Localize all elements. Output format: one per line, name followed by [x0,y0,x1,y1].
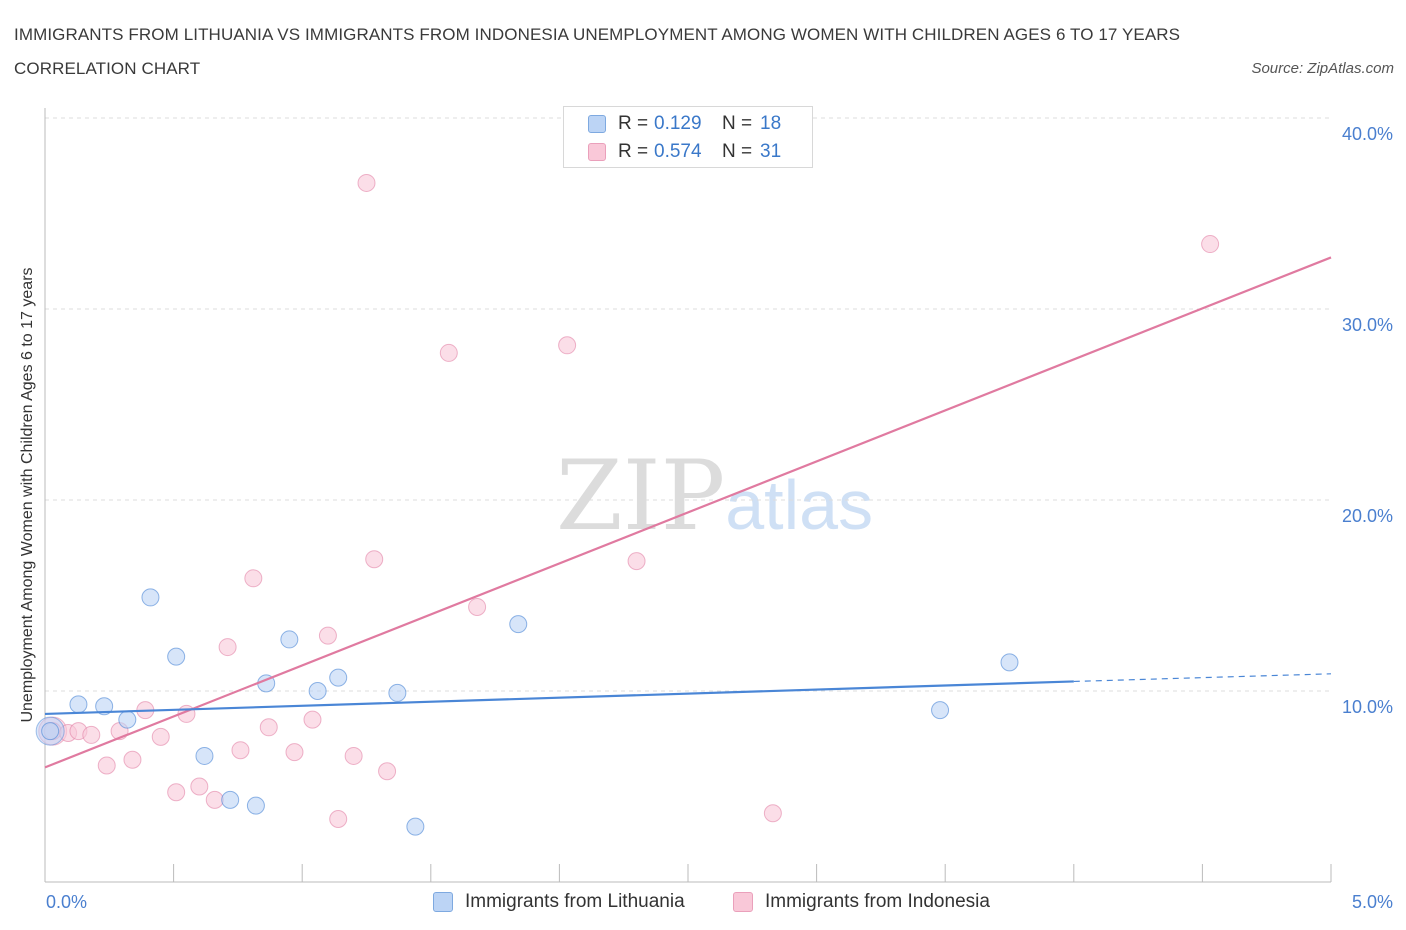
chart-title: IMMIGRANTS FROM LITHUANIA VS IMMIGRANTS … [14,25,1181,78]
indonesia-point [82,725,101,744]
lithuania-point [931,701,950,720]
lithuania-point [141,588,160,607]
indonesia-point [763,804,782,823]
n-label: N = [722,113,753,134]
indonesia-point [303,710,322,729]
indonesia-point [97,756,116,775]
lithuania-trend-line [44,680,1074,716]
lithuania-point [69,695,88,714]
legend-item-lithuania: Immigrants from Lithuania [433,889,685,915]
legend-item-indonesia: Immigrants from Indonesia [733,889,990,915]
indonesia-point [378,762,397,781]
indonesia-point [344,746,363,765]
tick-labels: 10.0% 20.0% 30.0% 40.0% 0.0% 5.0% [46,124,1393,912]
r-label: R = [618,113,649,134]
grid-lines [45,117,1331,692]
n-value: 31 [760,141,782,162]
watermark-zip: ZIP [556,440,726,552]
lithuania-point [308,682,327,700]
r-label: R = [618,141,649,162]
indonesia-point [244,569,263,588]
lithuania-point [246,796,265,815]
indonesia-points [38,173,1220,828]
lithuania-point [41,722,60,741]
indonesia-point [190,777,209,796]
indonesia-point [357,173,376,192]
indonesia-point [1201,235,1220,254]
y-tick-label: 30.0% [1342,315,1393,335]
indonesia-point [123,750,142,769]
lithuania-point [118,710,137,729]
n-value: 18 [760,113,782,134]
x-tick-label: 5.0% [1352,892,1393,912]
legend-label-lithuania: Immigrants from Lithuania [465,891,685,912]
n-label: N = [722,141,753,162]
lithuania-point [195,746,214,765]
watermark: ZIPatlas [556,436,873,565]
indonesia-point [318,626,337,645]
r-value: 0.129 [654,113,702,134]
lithuania-point [280,630,299,649]
indonesia-point [439,343,458,362]
correlation-legend: R = 0.129 N = 18 R = 0.574 N = 31 [563,106,813,168]
indonesia-point [218,638,237,657]
axes [44,108,1332,883]
indonesia-point [558,336,577,355]
lithuania-points [35,588,1019,836]
indonesia-point [167,783,186,802]
lithuania-trend-extension [1073,673,1332,683]
indonesia-swatch [588,143,606,161]
lithuania-point [406,817,425,836]
indonesia-point [365,550,384,569]
source-label: Source: ZipAtlas.com [1251,60,1394,77]
lithuania-swatch [588,115,606,133]
indonesia-point [285,743,304,762]
trend-lines [44,256,1332,769]
indonesia-point [151,727,170,746]
legend-label-indonesia: Immigrants from Indonesia [765,891,990,912]
legend-row-indonesia: R = 0.574 N = 31 [588,140,781,164]
lithuania-point [509,615,528,634]
lithuania-point [167,647,186,666]
lithuania-point [95,697,114,716]
watermark-atlas: atlas [725,466,874,544]
x-tick-label: 0.0% [46,892,87,912]
legend-row-lithuania: R = 0.129 N = 18 [588,112,781,136]
indonesia-point [259,718,278,737]
y-tick-label: 10.0% [1342,697,1393,717]
y-tick-label: 40.0% [1342,124,1393,144]
lithuania-point [329,668,348,687]
lithuania-point [221,790,240,809]
indonesia-point [329,809,348,828]
lithuania-swatch [433,892,453,912]
lithuania-point [1000,653,1019,672]
lithuania-point [388,683,407,702]
indonesia-swatch [733,892,753,912]
indonesia-point [468,597,487,616]
indonesia-point [205,790,224,809]
r-value: 0.574 [654,141,702,162]
indonesia-point [231,741,250,760]
indonesia-trend-line [44,256,1332,769]
indonesia-point [627,552,646,571]
y-tick-label: 20.0% [1342,506,1393,526]
